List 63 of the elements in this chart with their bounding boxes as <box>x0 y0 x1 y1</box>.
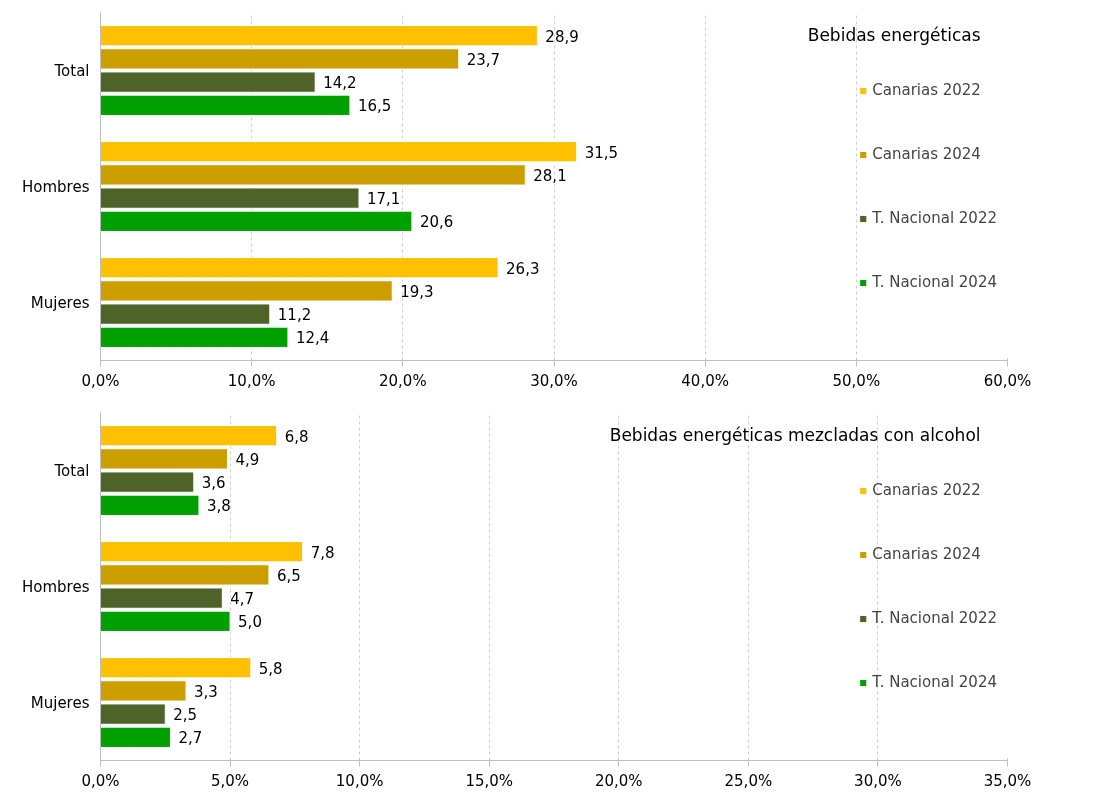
data-label: 3,3 <box>194 682 218 701</box>
x-tick-label: 35,0% <box>983 771 1032 790</box>
data-label: 4,9 <box>235 450 260 469</box>
y-tick-label: Mujeres <box>30 293 90 312</box>
y-tick-label: Total <box>53 61 90 80</box>
x-tick-label: 30,0% <box>530 371 578 390</box>
legend-label: Canarias 2022 <box>872 81 981 99</box>
bar <box>100 726 171 748</box>
y-tick-label: Hombres <box>22 177 90 196</box>
x-tick-label: 0,0% <box>81 771 120 790</box>
data-label: 26,3 <box>506 259 540 278</box>
x-tick-label: 50,0% <box>832 371 881 390</box>
data-label: 7,8 <box>310 543 335 562</box>
x-tick-label: 25,0% <box>724 771 773 790</box>
data-label: 5,8 <box>258 659 283 678</box>
data-label: 2,7 <box>178 729 203 748</box>
bar <box>100 326 289 348</box>
legend-label: T. Nacional 2022 <box>872 609 997 627</box>
x-tick-label: 15,0% <box>465 771 514 790</box>
legend-label: T. Nacional 2022 <box>872 209 997 227</box>
bar <box>100 141 578 163</box>
data-label: 5,0 <box>238 613 262 632</box>
y-tick-label: Total <box>53 461 90 480</box>
legend-label: T. Nacional 2024 <box>872 673 997 691</box>
x-tick-label: 10,0% <box>227 371 276 390</box>
data-label: 14,2 <box>323 74 357 93</box>
x-tick-label: 60,0% <box>983 371 1032 390</box>
data-label: 17,1 <box>366 190 401 209</box>
data-label: 3,8 <box>206 497 231 516</box>
bar <box>100 610 231 632</box>
data-label: 28,9 <box>545 27 579 46</box>
data-label: 12,4 <box>295 329 330 348</box>
data-label: 3,6 <box>201 474 226 493</box>
x-tick-label: 0,0% <box>81 371 120 390</box>
y-tick-label: Mujeres <box>30 693 90 712</box>
data-label: 4,7 <box>230 590 255 609</box>
data-label: 6,5 <box>276 566 301 585</box>
y-tick-label: Hombres <box>22 577 90 596</box>
data-label: 6,8 <box>284 427 309 446</box>
text: Bebidas energéticas <box>807 24 981 45</box>
x-tick-label: 5,0% <box>211 771 250 790</box>
x-tick-label: 20,0% <box>594 771 643 790</box>
x-tick-label: 20,0% <box>379 371 427 390</box>
data-label: 11,2 <box>277 306 312 325</box>
x-tick-label: 30,0% <box>854 771 902 790</box>
data-label: 28,1 <box>533 166 567 185</box>
data-label: 31,5 <box>584 143 619 162</box>
data-label: 19,3 <box>400 282 434 301</box>
bar <box>100 541 304 563</box>
data-label: 23,7 <box>466 50 501 69</box>
data-label: 20,6 <box>419 213 454 232</box>
x-tick-label: 40,0% <box>681 371 729 390</box>
legend-label: Canarias 2024 <box>872 145 981 163</box>
data-label: 2,5 <box>173 706 198 725</box>
x-tick-label: 10,0% <box>335 771 384 790</box>
bar <box>100 494 200 516</box>
text: Bebidas energéticas mezcladas con alcohol <box>609 424 981 445</box>
legend-label: T. Nacional 2024 <box>872 273 997 291</box>
bar <box>100 210 413 232</box>
data-label: 16,5 <box>357 97 392 116</box>
legend-label: Canarias 2024 <box>872 545 981 563</box>
bar <box>100 94 351 116</box>
legend-label: Canarias 2022 <box>872 481 981 499</box>
